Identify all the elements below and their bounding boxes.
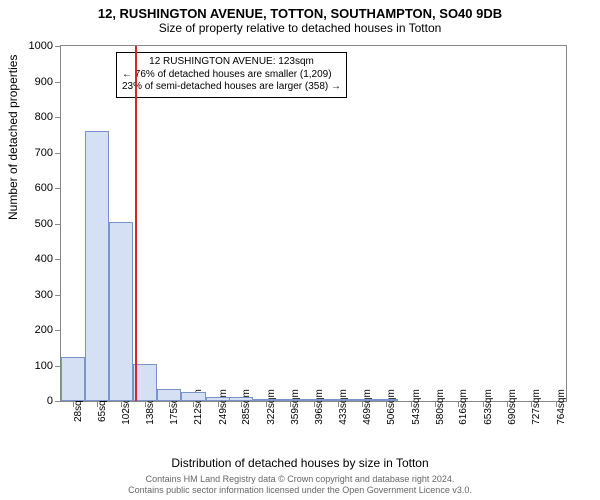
y-tick-label: 200 bbox=[35, 324, 53, 336]
annotation-line2: ← 76% of detached houses are smaller (1,… bbox=[122, 69, 341, 82]
x-tick-label: 580sqm bbox=[435, 389, 446, 425]
histogram-bar bbox=[374, 399, 398, 401]
histogram-bar bbox=[253, 399, 277, 401]
histogram-bar bbox=[181, 392, 205, 401]
y-tick-label: 600 bbox=[35, 182, 53, 194]
y-axis-label: Number of detached properties bbox=[6, 55, 20, 220]
credits-line1: Contains HM Land Registry data © Crown c… bbox=[0, 474, 600, 485]
x-axis-label: Distribution of detached houses by size … bbox=[0, 456, 600, 470]
y-tick-label: 300 bbox=[35, 289, 53, 301]
y-tick-label: 100 bbox=[35, 360, 53, 372]
x-tick-label: 359sqm bbox=[290, 389, 301, 425]
y-tick bbox=[55, 224, 61, 225]
y-tick-label: 1000 bbox=[29, 40, 53, 52]
y-tick bbox=[55, 117, 61, 118]
histogram-bar bbox=[157, 389, 181, 401]
x-tick-label: 616sqm bbox=[458, 389, 469, 425]
y-tick bbox=[55, 259, 61, 260]
y-tick bbox=[55, 82, 61, 83]
y-tick bbox=[55, 188, 61, 189]
histogram-bar bbox=[206, 397, 230, 401]
x-tick-label: 249sqm bbox=[218, 389, 229, 425]
chart-title-main: 12, RUSHINGTON AVENUE, TOTTON, SOUTHAMPT… bbox=[0, 0, 600, 21]
x-tick-label: 469sqm bbox=[362, 389, 373, 425]
y-tick-label: 800 bbox=[35, 111, 53, 123]
x-tick-label: 433sqm bbox=[338, 389, 349, 425]
annotation-line1: 12 RUSHINGTON AVENUE: 123sqm bbox=[122, 56, 341, 69]
x-tick-label: 506sqm bbox=[386, 389, 397, 425]
y-tick-label: 900 bbox=[35, 76, 53, 88]
chart-title-sub: Size of property relative to detached ho… bbox=[0, 21, 600, 37]
histogram-bar bbox=[109, 222, 133, 401]
y-tick bbox=[55, 153, 61, 154]
histogram-bar bbox=[278, 399, 302, 401]
x-tick-label: 322sqm bbox=[266, 389, 277, 425]
x-tick-label: 764sqm bbox=[556, 389, 567, 425]
x-tick-label: 653sqm bbox=[483, 389, 494, 425]
x-tick-label: 285sqm bbox=[241, 389, 252, 425]
histogram-bar bbox=[229, 397, 253, 401]
y-tick bbox=[55, 401, 61, 402]
histogram-bar bbox=[302, 399, 326, 401]
y-tick-label: 400 bbox=[35, 253, 53, 265]
histogram-bar bbox=[85, 131, 109, 401]
y-tick bbox=[55, 295, 61, 296]
x-tick-label: 727sqm bbox=[531, 389, 542, 425]
y-tick bbox=[55, 46, 61, 47]
y-tick-label: 500 bbox=[35, 218, 53, 230]
x-tick-label: 543sqm bbox=[411, 389, 422, 425]
histogram-chart: 12 RUSHINGTON AVENUE: 123sqm ← 76% of de… bbox=[60, 45, 567, 402]
y-tick bbox=[55, 330, 61, 331]
histogram-bar bbox=[326, 399, 350, 401]
histogram-bar bbox=[350, 399, 374, 401]
annotation-box: 12 RUSHINGTON AVENUE: 123sqm ← 76% of de… bbox=[116, 52, 347, 98]
credits: Contains HM Land Registry data © Crown c… bbox=[0, 474, 600, 497]
y-tick-label: 700 bbox=[35, 147, 53, 159]
property-marker-line bbox=[135, 46, 137, 401]
y-tick-label: 0 bbox=[47, 395, 53, 407]
credits-line2: Contains public sector information licen… bbox=[0, 485, 600, 496]
x-tick-label: 690sqm bbox=[507, 389, 518, 425]
histogram-bar bbox=[61, 357, 85, 401]
x-tick-label: 396sqm bbox=[314, 389, 325, 425]
annotation-line3: 23% of semi-detached houses are larger (… bbox=[122, 81, 341, 94]
